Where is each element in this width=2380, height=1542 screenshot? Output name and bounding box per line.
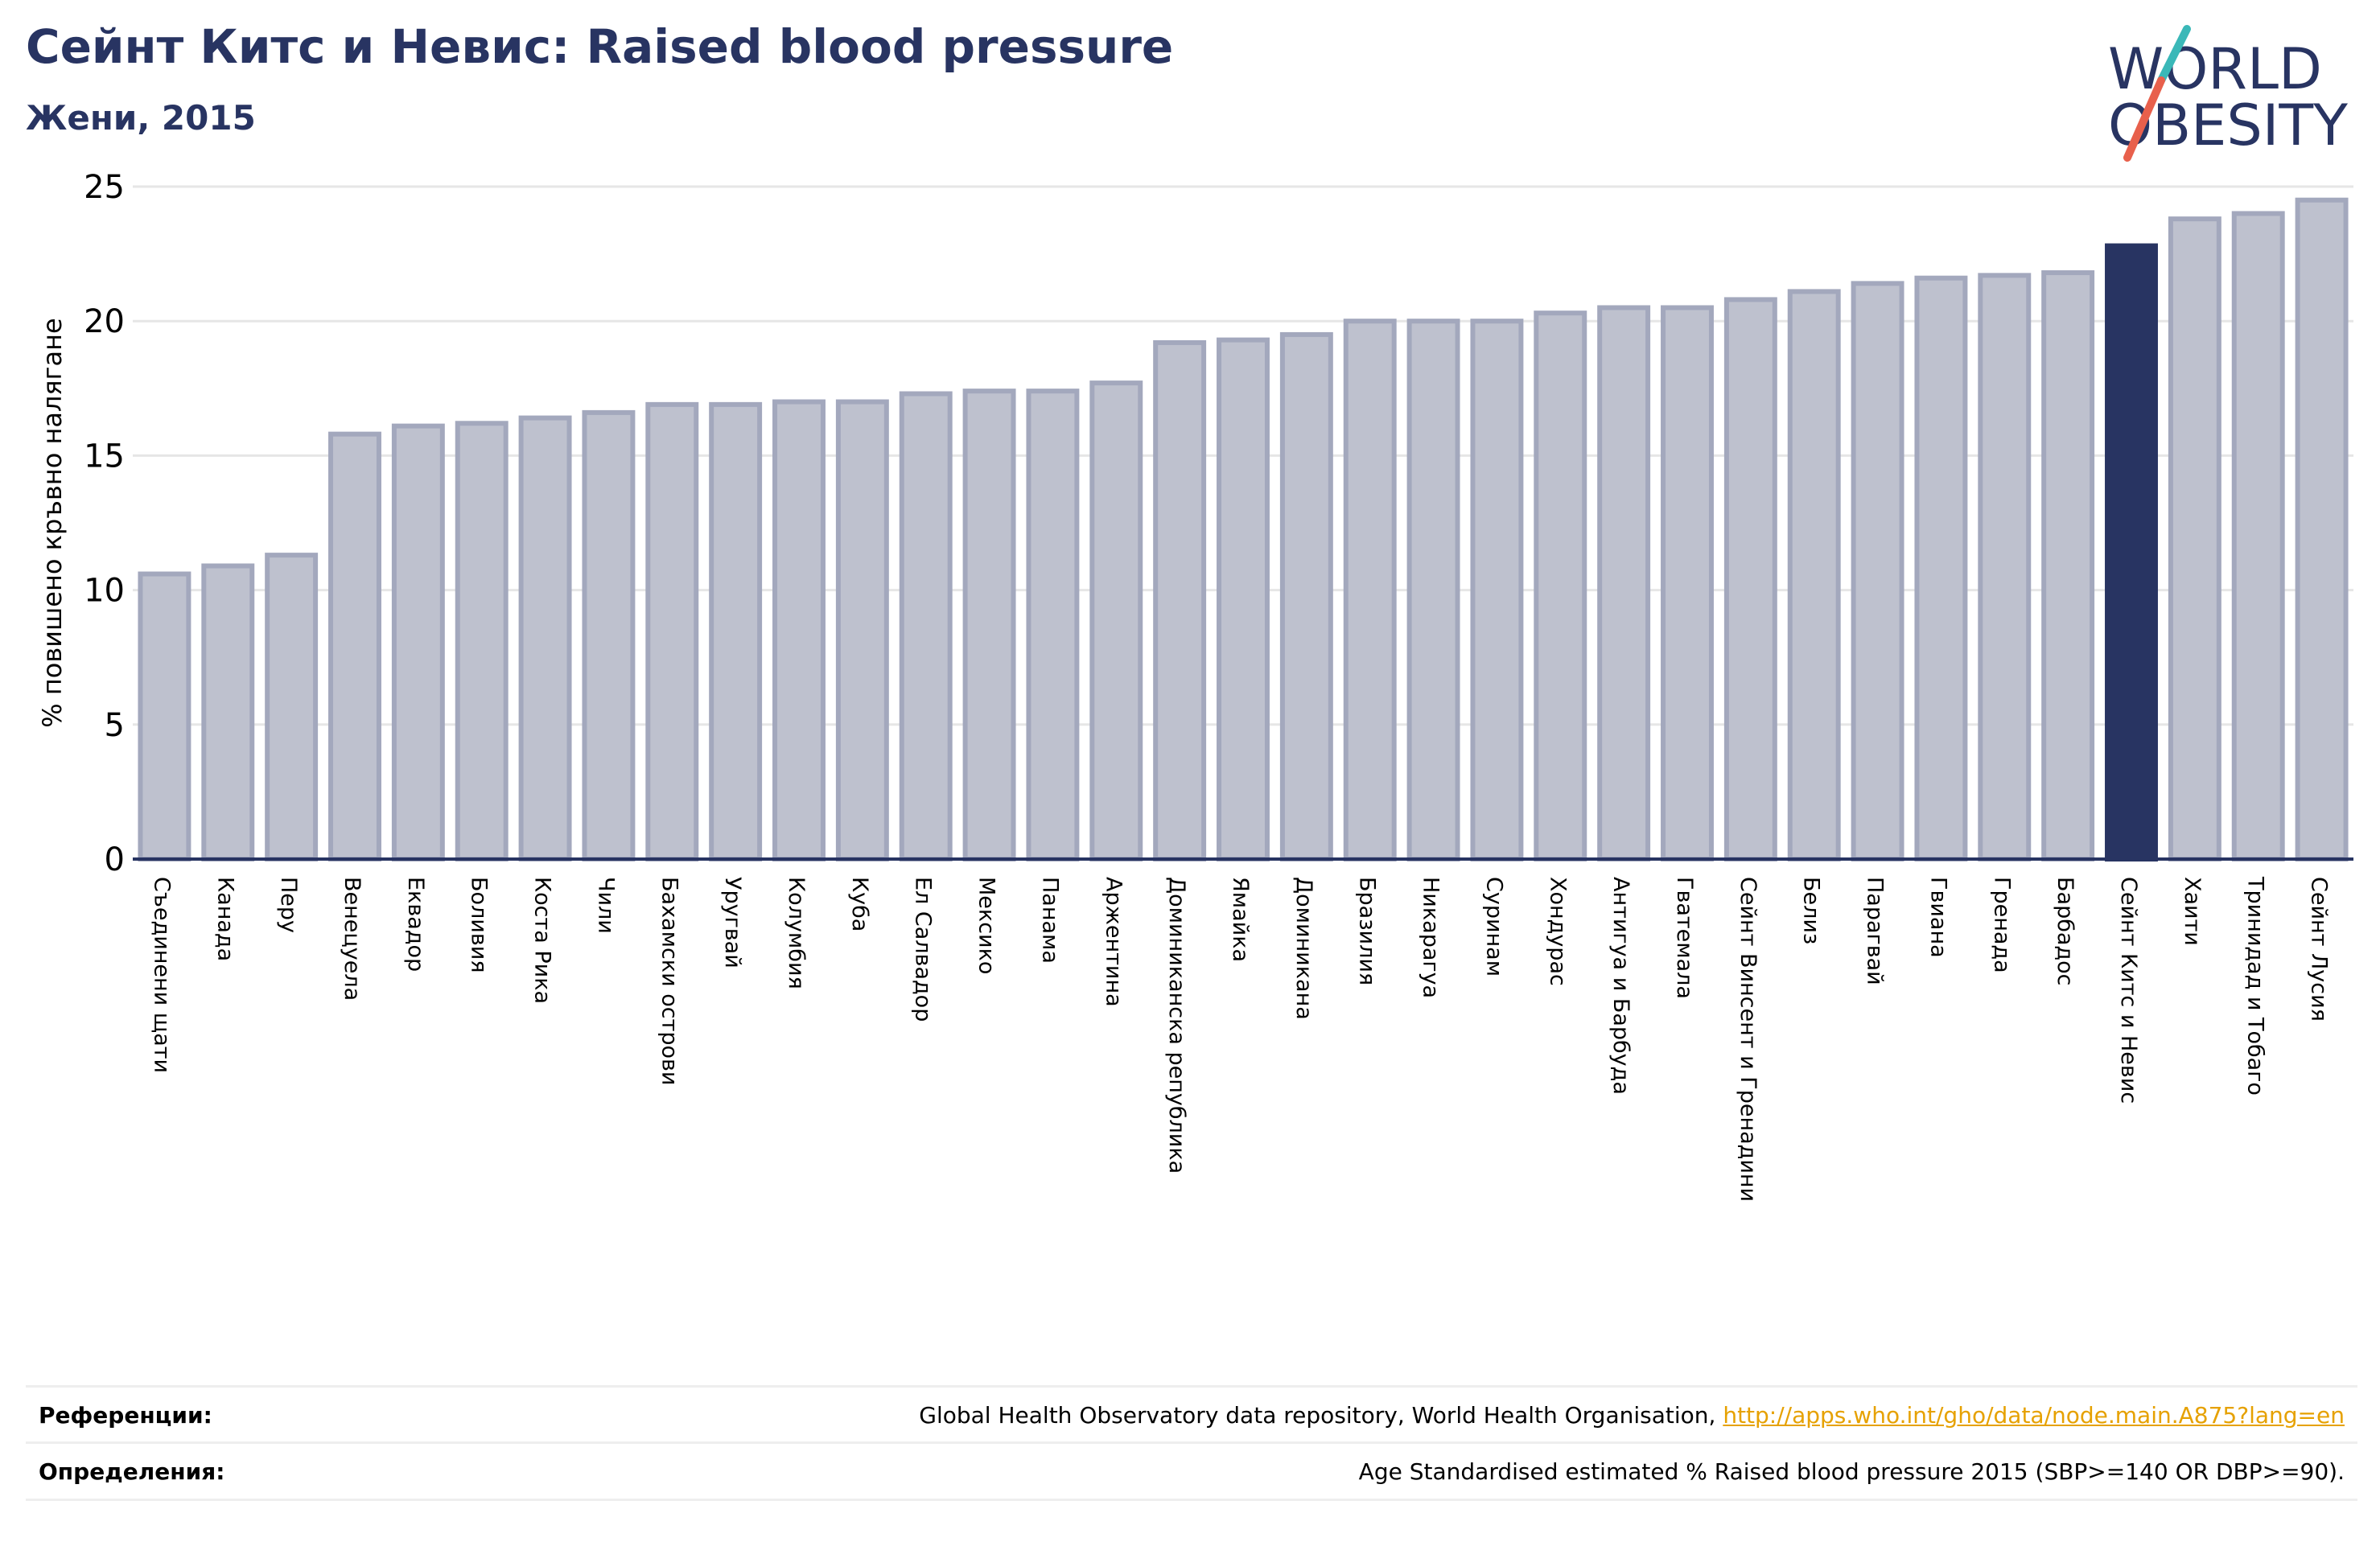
x-tick-label: Колумбия: [784, 877, 809, 989]
x-tick-label: Тринидад и Тобаго: [2243, 876, 2268, 1096]
bar: [1343, 319, 1397, 861]
x-tick-label: Сейнт Лусия: [2307, 877, 2332, 1022]
bar: [1279, 331, 1333, 862]
world-obesity-logo: WORLD OBESITY: [2108, 25, 2348, 162]
x-tick-label: Гвиана: [1925, 877, 1950, 958]
bar: [265, 553, 319, 861]
x-tick-label: Сейнт Винсент и Гренадини: [1736, 877, 1760, 1202]
y-tick-label: 10: [84, 573, 125, 610]
x-tick-label: Ел Салвадор: [911, 877, 936, 1022]
bar: [1217, 337, 1270, 862]
bar: [1661, 305, 1714, 862]
references-text: Global Health Observatory data repositor…: [919, 1402, 2345, 1429]
x-tick-label: Белиз: [1799, 877, 1824, 944]
logo-slash-teal: [2157, 25, 2191, 84]
x-tick-label: Гватемала: [1672, 877, 1697, 999]
x-tick-label: Куба: [847, 877, 872, 931]
y-tick-label: 5: [105, 707, 125, 744]
x-tick-label: Бахамски острови: [657, 877, 681, 1085]
references-source: Global Health Observatory data repositor…: [919, 1402, 1723, 1429]
definitions-label: Определения:: [39, 1458, 225, 1485]
x-tick-label: Боливия: [467, 877, 492, 973]
bar: [391, 423, 445, 861]
x-tick-label: Антигуа и Барбуда: [1608, 877, 1633, 1095]
x-tick-label: Уругвай: [720, 877, 745, 968]
bar: [1406, 319, 1460, 861]
x-tick-label: Сейнт Китс и Невис: [2116, 877, 2141, 1104]
x-tick-label: Венецуела: [340, 877, 364, 1001]
x-tick-label: Суринам: [1481, 877, 1506, 977]
bar: [772, 399, 826, 861]
bar: [201, 563, 255, 862]
y-tick-label: 25: [84, 169, 125, 206]
x-tick-label: Доминикана: [1291, 877, 1316, 1020]
y-tick-labels: 0 5 10 15 20 25: [84, 169, 125, 878]
page-title: Сейнт Китс и Невис: Raised blood pressur…: [26, 19, 1174, 74]
y-tick-label: 20: [84, 303, 125, 340]
y-tick-label: 0: [105, 841, 125, 878]
logo-line1: WORLD: [2108, 36, 2322, 102]
bar: [2295, 197, 2349, 862]
bar: [1914, 275, 1968, 862]
bar: [518, 415, 572, 861]
x-tick-label: Гренада: [1989, 877, 2014, 973]
bar: [1787, 289, 1841, 861]
bar: [1026, 389, 1080, 862]
x-tick-label: Хондурас: [1545, 877, 1570, 986]
bar: [328, 431, 381, 861]
bar: [2168, 216, 2221, 861]
bar: [1978, 273, 2032, 861]
bar-chart: Съединени щати Канада Перу Венецуела Еквадор…: [37, 169, 2353, 1202]
x-tick-label: Коста Рика: [530, 877, 555, 1004]
bars: [138, 197, 2349, 862]
x-tick-label: Ямайка: [1228, 877, 1253, 962]
bar: [1534, 310, 1587, 861]
bar: [2041, 270, 2095, 861]
x-tick-label: Доминиканска република: [1164, 877, 1189, 1174]
bar: [709, 401, 763, 861]
x-tick-label: Мексико: [974, 877, 999, 974]
x-tick-label: Еквадор: [403, 877, 428, 972]
bar: [835, 399, 889, 861]
bar: [2231, 211, 2285, 861]
x-tick-label: Канада: [212, 877, 237, 961]
definitions-text: Age Standardised estimated % Raised bloo…: [1358, 1458, 2345, 1485]
x-tick-label: Панама: [1037, 877, 1062, 964]
x-tick-labels: Съединени щати Канада Перу Венецуела Еквадор…: [149, 876, 2331, 1202]
bar-highlighted: [2105, 243, 2158, 861]
bar: [1597, 305, 1651, 862]
references-link[interactable]: http://apps.who.int/gho/data/node.main.A…: [1723, 1402, 2345, 1429]
bar: [1723, 297, 1777, 861]
definitions-row: Определения: Age Standardised estimated …: [26, 1441, 2357, 1501]
x-tick-label: Съединени щати: [149, 877, 174, 1073]
x-tick-label: Парагвай: [1863, 877, 1888, 985]
x-tick-label: Бразилия: [1355, 877, 1380, 985]
bar: [1089, 380, 1143, 861]
bar: [1470, 319, 1524, 861]
x-tick-label: Перу: [276, 877, 301, 933]
x-tick-label: Барбадос: [2053, 877, 2077, 985]
x-tick-label: Чили: [593, 877, 618, 934]
bar: [138, 571, 191, 861]
references-row: Референции: Global Health Observatory da…: [26, 1385, 2357, 1442]
logo-slash-red: [2123, 76, 2165, 162]
bar: [582, 409, 636, 861]
bar: [962, 389, 1016, 862]
x-tick-label: Аржентина: [1101, 877, 1126, 1007]
references-label: Референции:: [39, 1402, 212, 1429]
x-tick-label: Хаити: [2180, 877, 2205, 946]
bar: [1153, 339, 1207, 861]
bar: [455, 421, 509, 861]
x-tick-label: Никарагуа: [1419, 877, 1443, 998]
bar: [645, 401, 699, 861]
y-tick-label: 15: [84, 438, 125, 475]
bar: [1851, 281, 1904, 862]
page-subtitle: Жени, 2015: [26, 98, 256, 138]
bar: [899, 391, 953, 862]
y-axis-label: % повишено кръвно налягане: [37, 318, 68, 727]
